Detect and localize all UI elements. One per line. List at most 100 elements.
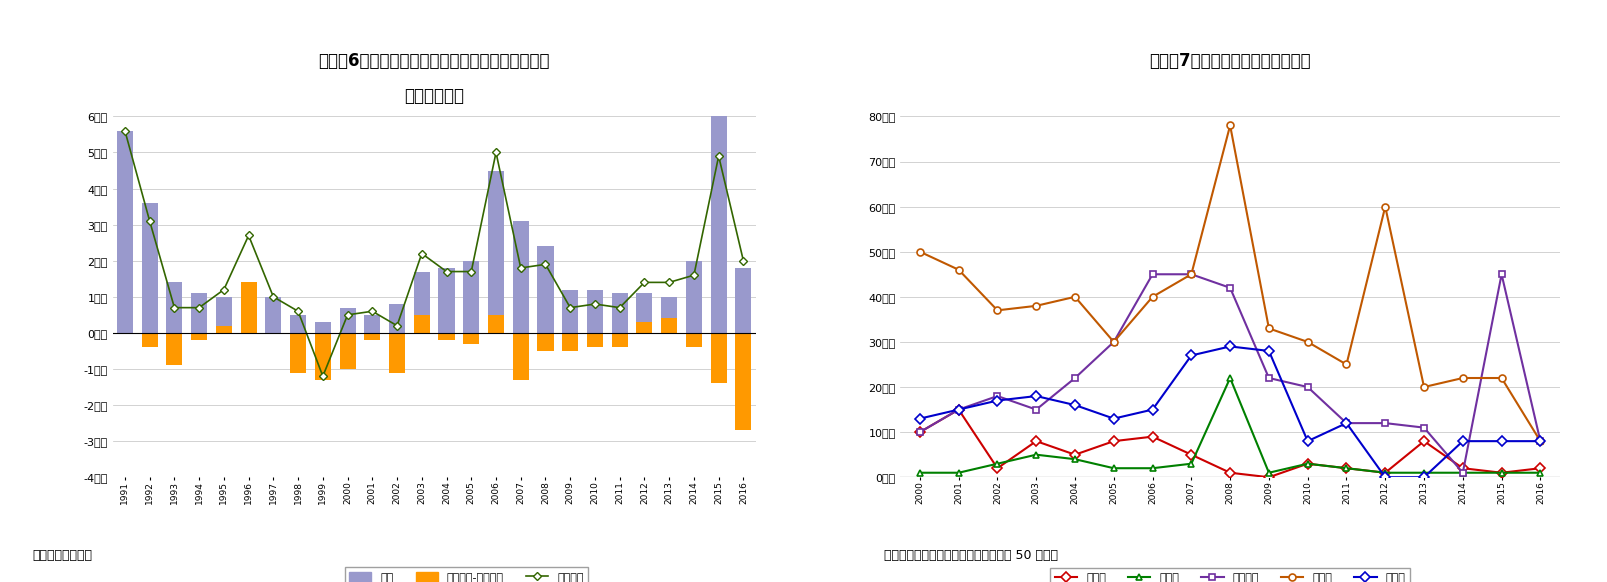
Bar [413, 315, 429, 333]
大阪市 [910, 248, 929, 255]
Bar [487, 171, 503, 333]
Text: 図表－7　主要都市の新規供給面積: 図表－7 主要都市の新規供給面積 [1149, 52, 1310, 70]
Bar [734, 268, 750, 333]
大阪市 [1143, 293, 1162, 300]
Text: （出所）三幸エステート、基準階面穌 50 坊以上: （出所）三幸エステート、基準階面穌 50 坊以上 [884, 549, 1057, 562]
名古屋市 [1025, 406, 1045, 413]
大阪市 [1335, 361, 1355, 368]
名古屋市 [1530, 438, 1549, 445]
名古屋市 [1143, 271, 1162, 278]
Bar [365, 333, 381, 340]
大阪市 [1530, 438, 1549, 445]
Bar [389, 304, 405, 333]
仙台市 [1065, 456, 1085, 463]
仙台市 [1491, 469, 1511, 476]
Line: 福岡市: 福岡市 [916, 343, 1543, 481]
仙台市 [1335, 464, 1355, 471]
Line: 札幌市: 札幌市 [916, 406, 1543, 481]
Bar [636, 322, 652, 333]
Bar [191, 333, 207, 340]
Bar [265, 297, 281, 333]
Bar [562, 333, 579, 351]
Bar [636, 293, 652, 333]
福岡市 [1258, 347, 1278, 354]
Bar [537, 333, 553, 351]
福岡市 [1453, 438, 1472, 445]
大阪市 [1025, 303, 1045, 310]
名古屋市 [1491, 271, 1511, 278]
大阪市 [1297, 339, 1316, 346]
大阪市 [1065, 293, 1085, 300]
Line: 名古屋市: 名古屋市 [916, 271, 1543, 476]
Line: 大阪市: 大阪市 [916, 122, 1543, 445]
仙台市 [1530, 469, 1549, 476]
Bar [611, 333, 627, 347]
Text: 図表－6　名古屋ビジネス地区の新築・既存ビル別: 図表－6 名古屋ビジネス地区の新築・既存ビル別 [318, 52, 550, 70]
名古屋市 [1414, 424, 1433, 431]
名古屋市 [1258, 375, 1278, 382]
札幌市 [1065, 451, 1085, 458]
Bar [289, 315, 305, 333]
Text: 賃貸面積増分: 賃貸面積増分 [403, 87, 464, 105]
Bar [660, 297, 677, 333]
大阪市 [1491, 375, 1511, 382]
大阪市 [1104, 339, 1123, 346]
Bar [710, 333, 726, 384]
仙台市 [1414, 469, 1433, 476]
Text: （出所）三鬼商事: （出所）三鬼商事 [32, 549, 92, 562]
福岡市 [910, 415, 929, 422]
Bar [686, 261, 702, 333]
Bar [487, 315, 503, 333]
仙台市 [948, 469, 967, 476]
札幌市 [987, 464, 1006, 471]
仙台市 [987, 460, 1006, 467]
Bar [686, 333, 702, 347]
Bar [241, 282, 257, 333]
福岡市 [1297, 438, 1316, 445]
Bar [463, 333, 479, 344]
札幌市 [1297, 460, 1316, 467]
名古屋市 [1220, 284, 1239, 291]
札幌市 [1104, 438, 1123, 445]
Bar [289, 333, 305, 372]
福岡市 [987, 397, 1006, 404]
Bar [166, 333, 182, 365]
Bar [413, 272, 429, 333]
Bar [339, 333, 355, 369]
名古屋市 [1453, 469, 1472, 476]
福岡市 [1414, 474, 1433, 481]
仙台市 [1220, 375, 1239, 382]
札幌市 [1414, 438, 1433, 445]
Bar [389, 333, 405, 372]
仙台市 [1181, 460, 1200, 467]
名古屋市 [948, 406, 967, 413]
Legend: 札幌市, 仙台市, 名古屋市, 大阪市, 福岡市: 札幌市, 仙台市, 名古屋市, 大阪市, 福岡市 [1049, 568, 1409, 582]
福岡市 [1104, 415, 1123, 422]
Bar [587, 290, 603, 333]
Bar [439, 333, 455, 340]
仙台市 [1453, 469, 1472, 476]
札幌市 [1335, 464, 1355, 471]
仙台市 [1104, 464, 1123, 471]
福岡市 [1181, 352, 1200, 359]
Line: 仙台市: 仙台市 [916, 375, 1543, 476]
札幌市 [1143, 433, 1162, 440]
札幌市 [1374, 469, 1393, 476]
札幌市 [1181, 451, 1200, 458]
福岡市 [1065, 402, 1085, 409]
Bar [315, 322, 331, 333]
Bar [215, 326, 231, 333]
札幌市 [1453, 464, 1472, 471]
名古屋市 [1335, 420, 1355, 427]
札幌市 [1220, 469, 1239, 476]
福岡市 [948, 406, 967, 413]
札幌市 [1025, 438, 1045, 445]
仙台市 [1025, 451, 1045, 458]
Bar [513, 221, 529, 333]
Bar [339, 308, 355, 333]
Bar [734, 333, 750, 430]
福岡市 [1491, 438, 1511, 445]
名古屋市 [1181, 271, 1200, 278]
Bar [660, 318, 677, 333]
名古屋市 [987, 392, 1006, 399]
